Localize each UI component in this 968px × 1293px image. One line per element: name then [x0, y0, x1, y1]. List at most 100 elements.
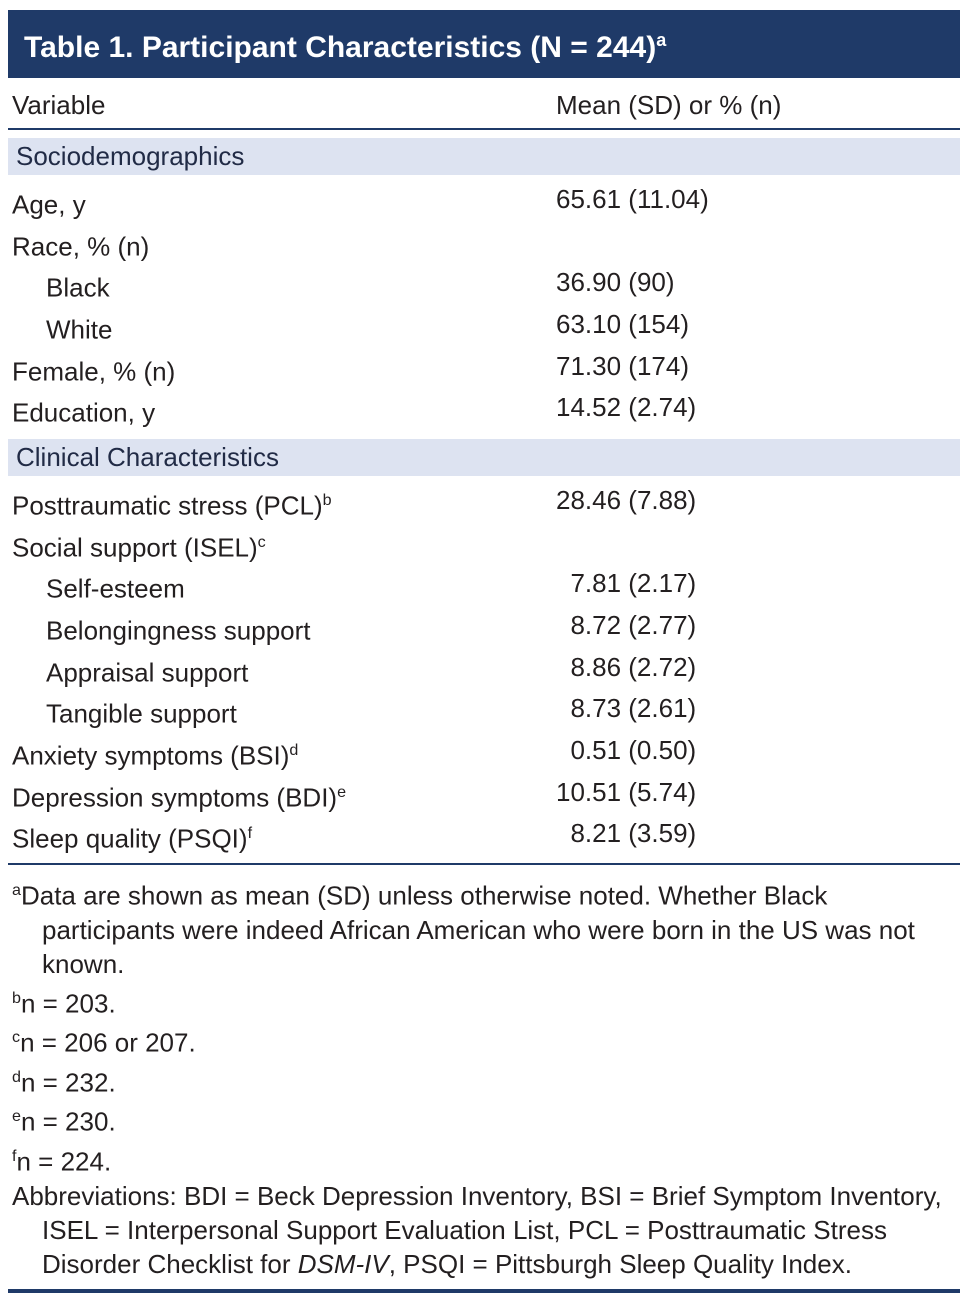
footnote-e: en = 230. [12, 1099, 956, 1139]
column-header-mean-sd: Mean (SD) or % (n) [556, 90, 782, 120]
section-header-sociodemographics: Sociodemographics [8, 138, 960, 175]
table-row-belongingness-support: Belongingness support 8.72 (2.77) [8, 607, 960, 649]
table-row-appraisal-support: Appraisal support 8.86 (2.72) [8, 649, 960, 691]
row-label: Education, y [12, 389, 556, 431]
abbreviations-italic: DSM-IV [297, 1248, 389, 1279]
section-header-clinical-characteristics: Clinical Characteristics [8, 438, 960, 476]
table-row-self-esteem: Self-esteem 7.81 (2.17) [8, 565, 960, 607]
table-title-bar: Table 1. Participant Characteristics (N … [8, 10, 960, 78]
section-header-label: Sociodemographics [16, 141, 245, 171]
row-label-text: Black [46, 272, 110, 303]
row-value: 0.51 (0.50) [570, 734, 697, 765]
footnote-marker: d [12, 1067, 21, 1086]
abbreviations-note: Abbreviations: BDI = Beck Depression Inv… [12, 1179, 956, 1281]
footnote-text: n = 232. [20, 1067, 116, 1098]
table-row-depression-symptoms: Depression symptoms (BDI)e 10.51 (5.74) [8, 774, 960, 816]
table-row-female: Female, % (n) 71.30 (174) [8, 348, 960, 390]
row-value: 8.72 (2.77) [570, 609, 697, 640]
footnote-marker: c [12, 1028, 21, 1047]
row-label: Sleep quality (PSQI)f [12, 815, 556, 857]
row-label-text: White [46, 314, 113, 345]
row-label-text: Race, % (n) [12, 231, 150, 262]
row-label-text: Social support (ISEL) [12, 532, 258, 563]
row-label: Appraisal support [12, 649, 556, 691]
row-label: Tangible support [12, 690, 556, 732]
header-rule [8, 128, 960, 130]
row-label-text: Female, % (n) [12, 356, 176, 387]
row-label: Race, % (n) [12, 223, 556, 265]
section-header-label: Clinical Characteristics [16, 441, 279, 472]
row-label: Belongingness support [12, 607, 556, 649]
footnote-marker: b [12, 988, 21, 1007]
row-label: Female, % (n) [12, 348, 556, 390]
table-row-sleep-quality: Sleep quality (PSQI)f 8.21 (3.59) [8, 815, 960, 857]
row-value [556, 223, 956, 265]
row-value: 28.46 (7.88) [556, 484, 697, 515]
table-row-anxiety-symptoms: Anxiety symptoms (BSI)d 0.51 (0.50) [8, 732, 960, 774]
participant-characteristics-table: Table 1. Participant Characteristics (N … [8, 10, 960, 1293]
table-row-education: Education, y 14.52 (2.74) [8, 389, 960, 431]
row-value: 14.52 (2.74) [556, 392, 697, 423]
row-label: Age, y [12, 181, 556, 223]
row-label: Posttraumatic stress (PCL)b [12, 482, 556, 524]
row-label-text: Education, y [12, 397, 156, 428]
footnote-c: cn = 206 or 207. [12, 1020, 956, 1060]
table-row-social-support: Social support (ISEL)c [8, 524, 960, 566]
row-value: 10.51 (5.74) [556, 776, 697, 807]
table-row-age: Age, y 65.61 (11.04) [8, 181, 960, 223]
row-value: 65.61 (11.04) [556, 184, 709, 214]
footnote-text: n = 230. [20, 1107, 116, 1138]
row-label-text: Self-esteem [46, 573, 185, 604]
row-value: 7.81 (2.17) [570, 568, 697, 599]
footnote-text: n = 224. [16, 1146, 112, 1177]
table-row-race-white: White 63.10 (154) [8, 306, 960, 348]
abbreviations-text: , PSQI = Pittsburgh Sleep Quality Index. [388, 1248, 852, 1279]
row-footnote-marker: d [289, 740, 299, 759]
footnote-marker: a [12, 880, 21, 899]
row-label: White [12, 306, 556, 348]
row-footnote-marker: b [322, 490, 332, 509]
row-label: Anxiety symptoms (BSI)d [12, 732, 556, 774]
table-row-race: Race, % (n) [8, 223, 960, 265]
row-label-text: Tangible support [46, 698, 237, 729]
table-row-tangible-support: Tangible support 8.73 (2.61) [8, 690, 960, 732]
table-row-race-black: Black 36.90 (90) [8, 264, 960, 306]
row-value: 8.73 (2.61) [570, 693, 697, 724]
column-header-variable: Variable [12, 90, 106, 120]
row-label: Social support (ISEL)c [12, 524, 556, 566]
row-value [556, 524, 956, 566]
footnote-b: bn = 203. [12, 981, 956, 1021]
row-label-text: Depression symptoms (BDI) [12, 782, 338, 813]
row-value: 8.21 (3.59) [570, 818, 697, 849]
row-value: 71.30 (174) [556, 350, 689, 381]
row-footnote-marker: c [257, 532, 266, 551]
row-label: Depression symptoms (BDI)e [12, 774, 556, 816]
footnote-marker: f [12, 1147, 17, 1166]
footnote-f: fn = 224. [12, 1139, 956, 1179]
row-footnote-marker: f [247, 824, 253, 843]
footnote-text: Data are shown as mean (SD) unless other… [20, 880, 915, 979]
column-header-row: Variable Mean (SD) or % (n) [8, 78, 960, 128]
footnote-text: n = 203. [20, 988, 116, 1019]
footnote-separator-rule [8, 862, 960, 865]
footnotes-block: aData are shown as mean (SD) unless othe… [8, 865, 960, 1281]
row-label-text: Belongingness support [46, 615, 311, 646]
bottom-rule [8, 1288, 960, 1293]
table-title-footnote-marker: a [656, 30, 667, 50]
footnote-d: dn = 232. [12, 1060, 956, 1100]
row-value: 63.10 (154) [556, 308, 689, 339]
row-footnote-marker: e [337, 782, 347, 801]
row-value: 36.90 (90) [556, 267, 675, 298]
row-label-text: Age, y [12, 189, 86, 220]
footnote-text: n = 206 or 207. [20, 1027, 196, 1058]
footnote-marker: e [12, 1107, 21, 1126]
table-row-posttraumatic-stress: Posttraumatic stress (PCL)b 28.46 (7.88) [8, 482, 960, 524]
footnote-a: aData are shown as mean (SD) unless othe… [12, 873, 956, 981]
row-label: Self-esteem [12, 565, 556, 607]
row-label-text: Anxiety symptoms (BSI) [12, 740, 290, 771]
row-label: Black [12, 264, 556, 306]
row-value: 8.86 (2.72) [570, 651, 697, 682]
row-label-text: Sleep quality (PSQI) [12, 823, 248, 854]
row-label-text: Appraisal support [46, 657, 249, 688]
row-label-text: Posttraumatic stress (PCL) [12, 490, 323, 521]
